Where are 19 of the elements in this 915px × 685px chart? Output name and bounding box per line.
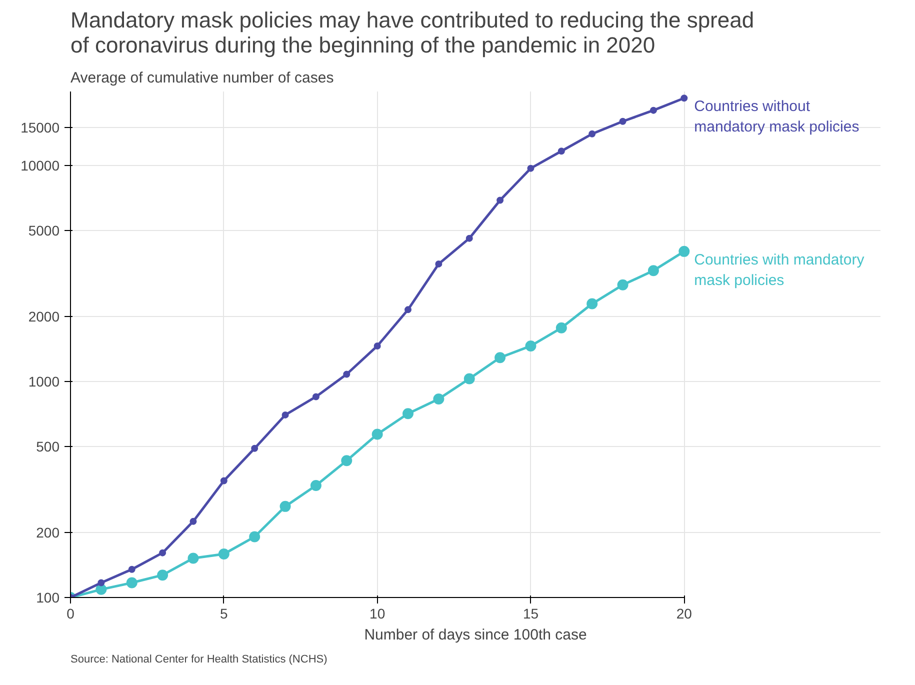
x-tick-label: 10 (370, 606, 386, 622)
chart-title: Mandatory mask policies may have contributed to reducing the spread of coronavirus during the beginning of the pandemic in 2020 (70, 8, 754, 58)
x-tick-label: 0 (66, 606, 75, 622)
y-tick-label: 500 (36, 438, 60, 455)
series-label: Countries without mandatory mask policies (694, 98, 860, 136)
x-tick-label: 15 (522, 606, 539, 622)
y-tick-label: 10000 (20, 157, 60, 174)
source-note: Source: National Center for Health Statistics (NCHS) (70, 654, 328, 666)
y-tick-label: 15000 (20, 119, 60, 136)
y-tick-label: 2000 (28, 308, 60, 324)
x-tick-label: 5 (220, 606, 228, 622)
x-axis-title: Number of days since 100th case (364, 626, 587, 644)
y-tick-label: 1000 (28, 373, 60, 390)
y-tick-label: 5000 (28, 222, 60, 238)
y-axis-title: Average of cumulative number of cases (70, 70, 334, 86)
x-tick-label: 20 (676, 606, 692, 622)
y-tick-label: 100 (36, 590, 60, 606)
y-tick-label: 200 (36, 524, 60, 540)
series-label: Countries with mandatory mask policies (694, 251, 865, 289)
